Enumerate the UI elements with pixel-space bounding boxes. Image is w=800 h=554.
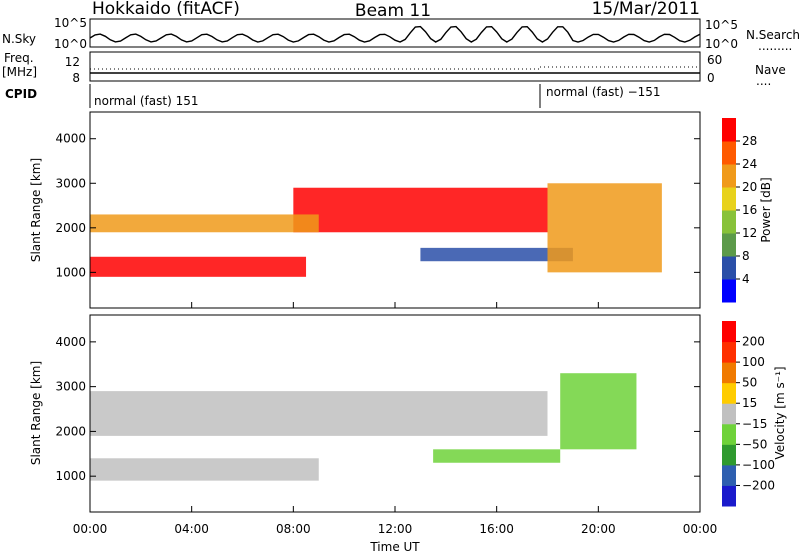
colorbar-segment xyxy=(722,187,736,211)
xtick-label: 16:00 xyxy=(479,522,514,536)
velocity-region-2 xyxy=(433,449,561,463)
colorbar-segment xyxy=(722,256,736,280)
colorbar-tick-label: 4 xyxy=(742,272,750,286)
power-region-3 xyxy=(420,247,573,262)
xtick-label: 04:00 xyxy=(174,522,209,536)
power-region-4 xyxy=(547,183,662,273)
power-heatmap-regions xyxy=(90,183,662,277)
colorbar-segment xyxy=(722,362,736,384)
ytick-label: 3000 xyxy=(55,176,86,190)
nsky-tick-top: 10^5 xyxy=(54,16,87,30)
velocity-region-1 xyxy=(90,391,548,436)
velocity-colorbar-label: Velocity [m s⁻¹] xyxy=(773,366,787,459)
velocity-yticks: 1000 2000 3000 4000 xyxy=(55,335,700,483)
time-axis-ticks: 00:00 04:00 08:00 12:00 16:00 20:00 00:00 xyxy=(73,302,718,536)
nave-tick-top: 60 xyxy=(707,53,722,67)
colorbar-segment xyxy=(722,210,736,234)
colorbar-segment xyxy=(722,341,736,363)
power-region-0 xyxy=(90,256,307,277)
colorbar-segment xyxy=(722,423,736,445)
nsky-trace xyxy=(89,25,701,43)
ytick-label: 1000 xyxy=(55,469,86,483)
colorbar-tick-label: 20 xyxy=(742,180,757,194)
ytick-label: 1000 xyxy=(55,265,86,279)
nsearch-line-style: ......... xyxy=(758,39,792,53)
time-axis-label: Time UT xyxy=(369,540,420,554)
colorbar-tick-label: 200 xyxy=(742,335,765,349)
colorbar-segment xyxy=(722,403,736,425)
power-region-2 xyxy=(90,214,319,233)
nave-line-style: .... xyxy=(756,74,771,88)
freq-unit-label: [MHz] xyxy=(2,65,37,79)
colorbar-tick-label: 24 xyxy=(742,157,757,171)
cpid-value-2: normal (fast) −151 xyxy=(546,85,661,99)
station-title: Hokkaido (fitACF) xyxy=(92,0,240,19)
colorbar-tick-label: −50 xyxy=(742,437,767,451)
colorbar-tick-label: 28 xyxy=(742,134,757,148)
colorbar-tick-label: 8 xyxy=(742,249,750,263)
colorbar-segment xyxy=(722,279,736,303)
colorbar-tick-label: 50 xyxy=(742,376,757,390)
colorbar-tick-label: 15 xyxy=(742,396,757,410)
beam-title: Beam 11 xyxy=(355,1,431,21)
nave-label: Nave xyxy=(755,63,786,77)
power-region-1 xyxy=(293,187,548,233)
xtick-label: 08:00 xyxy=(276,522,311,536)
cpid-label: CPID xyxy=(5,87,37,101)
xtick-label: 20:00 xyxy=(581,522,616,536)
ytick-label: 4000 xyxy=(55,335,86,349)
power-yticks: 1000 2000 3000 4000 xyxy=(55,132,700,279)
xtick-label: 00:00 xyxy=(683,522,718,536)
colorbar-tick-label: −15 xyxy=(742,417,767,431)
power-colorbar: 4 8 12 16 20 24 28 xyxy=(722,118,757,303)
colorbar-segment xyxy=(722,233,736,257)
cpid-value-1: normal (fast) 151 xyxy=(94,94,198,108)
colorbar-tick-label: 100 xyxy=(742,355,765,369)
velocity-region-3 xyxy=(560,373,637,450)
nsky-line xyxy=(89,25,701,43)
velocity-heatmap-regions xyxy=(90,373,637,481)
colorbar-segment xyxy=(722,321,736,343)
colorbar-segment xyxy=(722,444,736,466)
power-colorbar-label: Power [dB] xyxy=(759,177,773,242)
colorbar-tick-label: 16 xyxy=(742,203,757,217)
ytick-label: 2000 xyxy=(55,221,86,235)
nsky-right-tick-bottom: 10^0 xyxy=(705,37,738,51)
velocity-ylabel: Slant Range [km] xyxy=(29,361,43,465)
colorbar-tick-label: −200 xyxy=(742,478,775,492)
colorbar-segment xyxy=(722,141,736,165)
nsky-right-tick-top: 10^5 xyxy=(705,18,738,32)
colorbar-tick-label: −100 xyxy=(742,458,775,472)
ytick-label: 2000 xyxy=(55,424,86,438)
freq-tick-top: 12 xyxy=(65,55,80,69)
colorbar-segment xyxy=(722,164,736,188)
freq-strip-frame xyxy=(89,51,701,82)
nave-tick-bottom: 0 xyxy=(707,71,715,85)
nsky-strip-frame xyxy=(89,18,701,48)
nsky-label: N.Sky xyxy=(2,32,36,46)
colorbar-segment xyxy=(722,464,736,486)
freq-label: Freq. xyxy=(4,51,34,65)
velocity-region-0 xyxy=(90,458,319,481)
nsky-tick-bottom: 10^0 xyxy=(54,37,87,51)
ytick-label: 3000 xyxy=(55,380,86,394)
colorbar-segment xyxy=(722,485,736,507)
colorbar-segment xyxy=(722,118,736,142)
ytick-label: 4000 xyxy=(55,132,86,146)
colorbar-tick-label: 12 xyxy=(742,226,757,240)
date-title: 15/Mar/2011 xyxy=(592,0,700,19)
xtick-label: 12:00 xyxy=(378,522,413,536)
nsearch-label: N.Search xyxy=(746,28,800,42)
velocity-colorbar: 200 100 50 15 −15 −50 −100 −200 xyxy=(722,321,775,507)
power-ylabel: Slant Range [km] xyxy=(29,158,43,262)
colorbar-segment xyxy=(722,382,736,404)
freq-tick-bottom: 8 xyxy=(72,71,80,85)
xtick-label: 00:00 xyxy=(73,522,108,536)
